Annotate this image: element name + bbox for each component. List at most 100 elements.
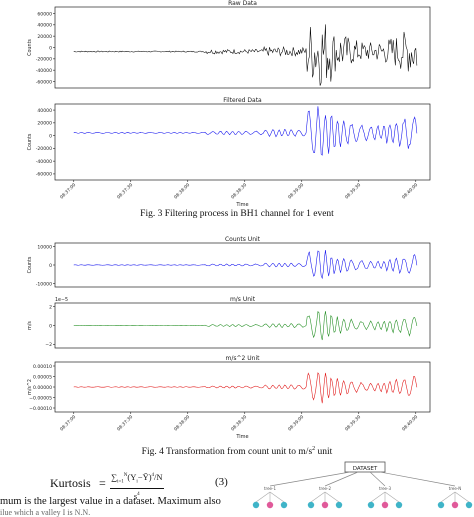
ms2-ytick-label: 0.00000 bbox=[33, 385, 52, 391]
ms2-ytick-label: −0.00010 bbox=[29, 406, 52, 412]
dataset-label: DATASET bbox=[353, 466, 378, 472]
tree-node bbox=[395, 501, 403, 509]
counts-ytick-label: -10000 bbox=[36, 281, 52, 287]
filtered-title: Filtered Data bbox=[223, 97, 262, 104]
filtered-frame bbox=[54, 103, 431, 181]
ms-unit-chart: m/s Unit 2 0 −2 m/s 1e−5 bbox=[27, 296, 431, 349]
filtered-xtick-label: 08:38:00 bbox=[173, 182, 191, 200]
counts-ylabel: Counts bbox=[27, 256, 33, 273]
raw-ytick-label: 20000 bbox=[37, 34, 52, 40]
tree-n-label: tree-N bbox=[449, 486, 461, 491]
dataset-box bbox=[344, 461, 386, 473]
tree-node bbox=[252, 501, 260, 509]
counts-trace bbox=[73, 249, 418, 280]
tree-3-label: tree-3 bbox=[379, 486, 391, 491]
tree-edge bbox=[440, 491, 456, 503]
filtered-xtick-label: 08:37:00 bbox=[59, 182, 77, 200]
raw-ytick-label: 0 bbox=[49, 45, 52, 51]
raw-ytick-label: -60000 bbox=[36, 79, 52, 85]
tree-node bbox=[367, 501, 375, 509]
ms-ylabel: m/s bbox=[27, 321, 33, 330]
figure-3-caption: Fig. 3 Filtering process in BH1 channel … bbox=[140, 209, 334, 219]
filtered-xtick-label: 08:38:30 bbox=[230, 182, 248, 200]
tree-node bbox=[451, 501, 459, 509]
figure-4-caption: Fig. 4 Transformation from count unit to… bbox=[0, 446, 474, 457]
body-text-line-1: mum is the largest value in a dataset. M… bbox=[0, 496, 221, 507]
raw-data-chart: Raw Data 60000 40000 20000 0 -20000 -40000 -600… bbox=[27, 0, 431, 89]
ms-ytick-label: −2 bbox=[45, 342, 52, 348]
ms2-ytick-label: −0.00005 bbox=[29, 395, 52, 401]
tree-diagram-svg: DATASET tree-1 tree-2 tree-3 tree-N bbox=[252, 461, 473, 509]
kurtosis-formula: ∑i=1N(Yi−Ȳ)4/N s4 bbox=[110, 471, 164, 501]
filtered-ytick-label: 40000 bbox=[37, 108, 52, 114]
ms-ytick-label: 0 bbox=[49, 323, 52, 329]
ms2-xlabel: Time bbox=[235, 434, 248, 440]
tree-2-label: tree-2 bbox=[319, 486, 331, 491]
kurtosis-label: Kurtosis bbox=[50, 476, 91, 490]
ms-title: m/s Unit bbox=[230, 296, 256, 303]
ms2-title: m/s^2 Unit bbox=[226, 355, 261, 362]
tree-edge bbox=[324, 491, 340, 503]
ms-trace bbox=[73, 310, 418, 341]
filtered-xtick-label: 08:39:00 bbox=[287, 182, 305, 200]
tree-node bbox=[335, 501, 343, 509]
tree-node bbox=[280, 501, 288, 509]
figure-4-caption-text: Fig. 4 Transformation from count unit to… bbox=[141, 447, 313, 458]
tree-node bbox=[266, 501, 274, 509]
raw-ylabel: Counts bbox=[27, 39, 33, 56]
figure-4-caption-end: unit bbox=[315, 447, 333, 458]
filtered-ytick-label: -20000 bbox=[36, 146, 52, 152]
filtered-ytick-label: 20000 bbox=[37, 121, 52, 127]
tree-edge bbox=[370, 491, 386, 503]
ms2-ytick-label: 0.00005 bbox=[33, 374, 52, 380]
tree-node bbox=[465, 501, 473, 509]
tree-edge bbox=[454, 491, 470, 503]
raw-ytick-label: 40000 bbox=[37, 23, 52, 29]
ms2-xtick-label: 08:38:00 bbox=[173, 414, 191, 432]
filtered-xtick-label: 08:40:00 bbox=[401, 182, 419, 200]
tree-1-label: tree-1 bbox=[264, 486, 276, 491]
filtered-data-chart: Filtered Data 40000 20000 0 -20000 -40000 -600… bbox=[27, 97, 431, 208]
ms-exponent: 1e−5 bbox=[55, 297, 68, 303]
filtered-xtick-label: 08:37:30 bbox=[116, 182, 134, 200]
counts-ytick-label: 10000 bbox=[37, 244, 52, 250]
filtered-ytick-label: -60000 bbox=[36, 172, 52, 178]
ms2-xtick-label: 08:37:30 bbox=[116, 414, 134, 432]
equation-number: (3) bbox=[215, 476, 228, 488]
filtered-ytick-label: -40000 bbox=[36, 159, 52, 165]
raw-ytick-label: 60000 bbox=[37, 11, 52, 17]
ms2-xtick-label: 08:37:00 bbox=[59, 414, 77, 432]
raw-frame bbox=[54, 6, 431, 89]
tree-edge bbox=[269, 491, 285, 503]
ms2-xtick-label: 08:39:30 bbox=[344, 414, 362, 432]
tree-edge bbox=[384, 491, 400, 503]
tree-node bbox=[381, 501, 389, 509]
tree-edge bbox=[255, 491, 271, 503]
tree-node bbox=[437, 501, 445, 509]
ms2-unit-chart: m/s^2 Unit 0.00010 0.00005 0.00000 −0.00005 −… bbox=[27, 355, 431, 440]
ms2-xtick-label: 08:39:00 bbox=[287, 414, 305, 432]
counts-unit-chart: Counts Unit 10000 0 -10000 Counts bbox=[27, 236, 431, 288]
ms2-trace bbox=[73, 372, 418, 404]
tree-node bbox=[321, 501, 329, 509]
ms2-ytick-label: 0.00010 bbox=[33, 364, 52, 370]
figure-4-caption-sup: 2 bbox=[312, 446, 316, 452]
counts-title: Counts Unit bbox=[225, 236, 261, 243]
filtered-ytick-label: 0 bbox=[49, 133, 52, 139]
tree-edge bbox=[310, 491, 326, 503]
raw-title: Raw Data bbox=[228, 0, 257, 7]
tree-node bbox=[307, 501, 315, 509]
raw-ytick-label: -20000 bbox=[36, 57, 52, 63]
ms-ytick-label: 2 bbox=[49, 304, 52, 310]
filtered-xlabel: Time bbox=[235, 202, 248, 208]
filtered-xtick-label: 08:39:30 bbox=[344, 182, 362, 200]
kurtosis-equals: = bbox=[99, 476, 106, 490]
counts-ytick-label: 0 bbox=[49, 263, 52, 269]
ms2-xtick-label: 08:38:30 bbox=[230, 414, 248, 432]
raw-trace bbox=[73, 24, 418, 86]
ms2-xtick-label: 08:40:00 bbox=[401, 414, 419, 432]
filtered-ylabel: Counts bbox=[27, 133, 33, 150]
raw-ytick-label: -40000 bbox=[36, 68, 52, 74]
filtered-trace bbox=[73, 106, 418, 156]
kurtosis-equation: Kurtosis = ∑i=1N(Yi−Ȳ)4/N s4 (3) bbox=[50, 470, 230, 501]
